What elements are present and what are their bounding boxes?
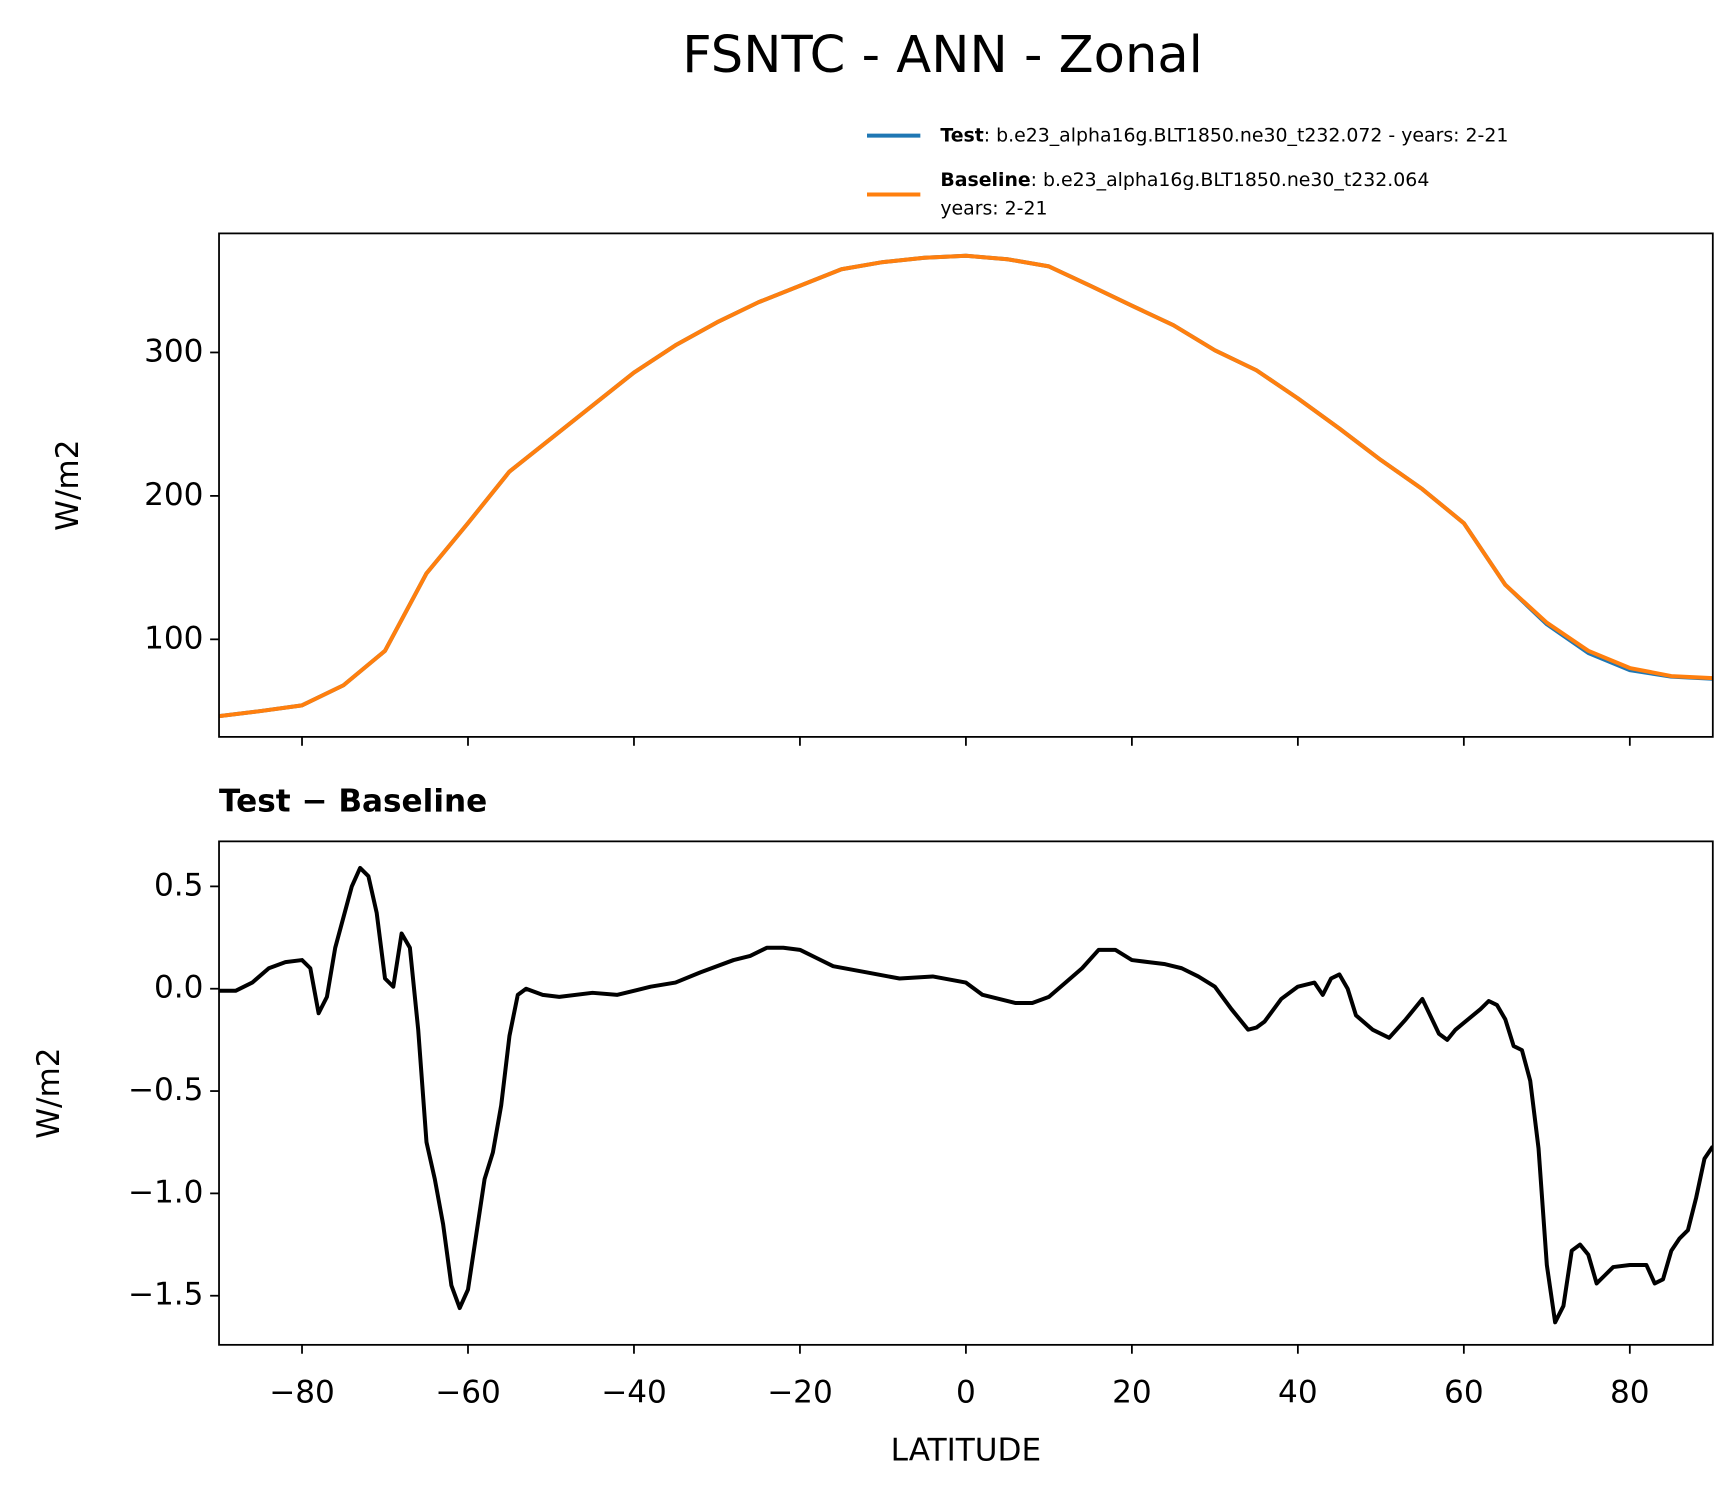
x-tick-label: 60 <box>1444 1375 1484 1411</box>
x-tick-label: 80 <box>1610 1375 1650 1411</box>
legend-name: Test <box>940 124 983 146</box>
y-tick-label: 0.5 <box>154 867 203 903</box>
y-tick-label: −0.5 <box>128 1072 204 1108</box>
y-tick-label: 100 <box>144 620 203 656</box>
legend-description: years: 2-21 <box>940 197 1047 219</box>
axes-frame <box>218 232 1714 738</box>
y-tick-label: 0.0 <box>154 970 203 1006</box>
x-tick-label: −20 <box>767 1375 833 1411</box>
series-line <box>219 253 1713 719</box>
legend-description: : b.e23_alpha16g.BLT1850.ne30_t232.072 -… <box>984 124 1509 146</box>
x-axis-label: LATITUDE <box>891 1433 1041 1469</box>
subplot-title: Test − Baseline <box>219 783 487 819</box>
y-tick-label: 200 <box>144 477 203 513</box>
x-tick-label: −40 <box>601 1375 667 1411</box>
y-tick-label: −1.5 <box>128 1277 204 1313</box>
legend-name: Baseline <box>940 169 1030 191</box>
x-tick-label: 0 <box>956 1375 976 1411</box>
x-tick-label: −80 <box>269 1375 335 1411</box>
y-axis-label: W/m2 <box>50 439 86 530</box>
y-tick-label: 300 <box>144 333 203 369</box>
x-tick-label: −60 <box>435 1375 501 1411</box>
legend-entry: Test: b.e23_alpha16g.BLT1850.ne30_t232.0… <box>940 124 1508 146</box>
plot-lines <box>219 253 1713 719</box>
axes-frame <box>218 840 1714 1346</box>
x-tick-label: 40 <box>1278 1375 1318 1411</box>
legend-description: : b.e23_alpha16g.BLT1850.ne30_t232.064 <box>1031 169 1430 191</box>
x-tick-label: 20 <box>1112 1375 1152 1411</box>
series-line <box>219 865 1713 1325</box>
y-tick-label: −1.0 <box>128 1174 204 1210</box>
y-axis-label: W/m2 <box>31 1047 67 1138</box>
figure-title: FSNTC - ANN - Zonal <box>682 26 1203 85</box>
legend-entry: Baseline: b.e23_alpha16g.BLT1850.ne30_t2… <box>940 169 1429 191</box>
plot-lines <box>219 865 1713 1325</box>
